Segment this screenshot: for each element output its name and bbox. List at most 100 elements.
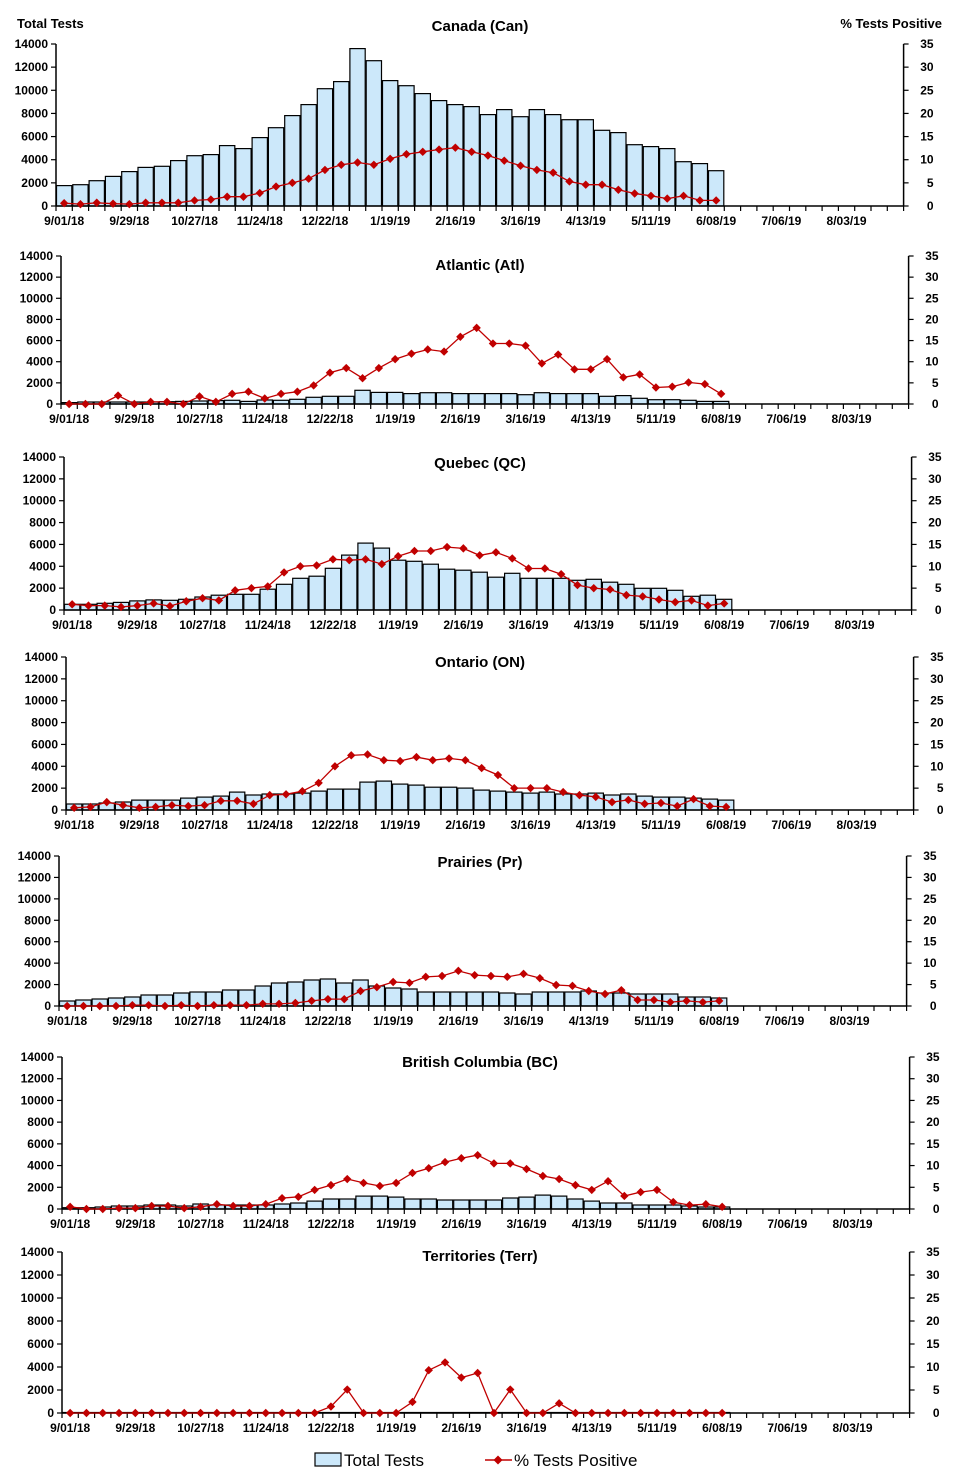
point-pct-positive bbox=[82, 1204, 91, 1214]
point-pct-positive bbox=[423, 345, 432, 354]
x-tick-label: 6/08/19 bbox=[701, 412, 741, 426]
x-tick-label: 5/11/19 bbox=[637, 1421, 677, 1435]
point-pct-positive bbox=[586, 365, 595, 374]
x-tick-label: 9/01/18 bbox=[54, 818, 94, 832]
bar-total-tests bbox=[349, 47, 366, 207]
bar-total-tests bbox=[290, 1202, 307, 1210]
y-tick-label: 8000 bbox=[24, 913, 51, 927]
x-tick-label: 9/29/18 bbox=[114, 412, 154, 426]
y-tick-label: 6000 bbox=[24, 935, 51, 949]
point-pct-positive bbox=[391, 1178, 401, 1188]
x-tick-label: 11/24/18 bbox=[245, 618, 291, 632]
bar-total-tests bbox=[536, 577, 554, 611]
point-pct-positive bbox=[603, 1408, 613, 1418]
point-pct-positive bbox=[92, 198, 101, 207]
x-tick-label: 9/01/18 bbox=[44, 214, 84, 228]
point-pct-positive bbox=[385, 154, 395, 163]
y2-tick-label: 0 bbox=[937, 803, 944, 817]
point-pct-positive bbox=[177, 1000, 186, 1010]
x-tick-label: 12/22/18 bbox=[308, 1217, 355, 1231]
point-pct-positive bbox=[493, 770, 503, 780]
point-pct-positive bbox=[454, 966, 463, 976]
point-pct-positive bbox=[698, 997, 708, 1007]
point-pct-positive bbox=[467, 147, 476, 157]
point-pct-positive bbox=[293, 387, 302, 396]
y-tick-label: 10000 bbox=[21, 1093, 55, 1107]
y2-tick-label: 10 bbox=[930, 759, 944, 773]
x-tick-label: 2/16/19 bbox=[445, 818, 485, 832]
point-pct-positive bbox=[261, 1200, 270, 1209]
point-pct-positive bbox=[135, 803, 144, 813]
point-pct-positive bbox=[457, 1373, 466, 1382]
y-tick-label: 0 bbox=[41, 199, 48, 213]
point-pct-positive bbox=[358, 374, 367, 383]
x-tick-label: 2/16/19 bbox=[443, 618, 483, 632]
point-pct-positive bbox=[212, 1200, 222, 1209]
point-pct-positive bbox=[144, 1000, 153, 1010]
point-pct-positive bbox=[114, 1203, 124, 1213]
y2-tick-label: 5 bbox=[932, 376, 939, 390]
point-pct-positive bbox=[76, 199, 85, 209]
x-tick-label: 3/16/19 bbox=[504, 1014, 544, 1028]
x-tick-label: 10/27/18 bbox=[181, 818, 228, 832]
point-pct-positive bbox=[130, 399, 139, 409]
bar-total-tests bbox=[583, 1200, 600, 1210]
point-pct-positive bbox=[320, 165, 330, 175]
y-tick-label: 12000 bbox=[21, 1268, 55, 1282]
bar-total-tests bbox=[259, 588, 277, 611]
x-tick-label: 12/22/18 bbox=[308, 1421, 355, 1435]
point-pct-positive bbox=[244, 387, 253, 396]
point-pct-positive bbox=[656, 798, 666, 808]
point-pct-positive bbox=[356, 986, 365, 996]
point-pct-positive bbox=[565, 177, 574, 186]
x-tick-label: 2/16/19 bbox=[440, 412, 480, 426]
bar-total-tests bbox=[417, 991, 435, 1007]
y-tick-label: 10000 bbox=[15, 83, 49, 97]
y-tick-label: 6000 bbox=[21, 130, 48, 144]
y-tick-label: 0 bbox=[49, 603, 56, 617]
bar-total-tests bbox=[447, 103, 464, 207]
x-tick-label: 10/27/18 bbox=[177, 1421, 224, 1435]
y2-tick-label: 15 bbox=[928, 537, 942, 551]
point-pct-positive bbox=[98, 1408, 107, 1418]
y2-tick-label: 5 bbox=[933, 1383, 940, 1397]
x-tick-label: 11/24/18 bbox=[243, 1217, 289, 1231]
point-pct-positive bbox=[701, 1408, 711, 1418]
point-pct-positive bbox=[719, 599, 729, 608]
point-pct-positive bbox=[95, 1001, 104, 1011]
bar-total-tests bbox=[310, 790, 327, 811]
x-tick-label: 7/06/19 bbox=[766, 412, 806, 426]
bar-total-tests bbox=[326, 788, 344, 811]
point-pct-positive bbox=[190, 196, 199, 205]
y2-tick-label: 35 bbox=[930, 650, 944, 664]
bar-total-tests bbox=[577, 119, 594, 207]
point-pct-positive bbox=[716, 389, 726, 399]
point-pct-positive bbox=[705, 801, 715, 811]
bar-total-tests bbox=[420, 1198, 438, 1210]
point-pct-positive bbox=[554, 1174, 564, 1184]
point-pct-positive bbox=[475, 551, 484, 560]
y2-tick-label: 15 bbox=[920, 130, 934, 144]
point-pct-positive bbox=[553, 350, 563, 359]
point-pct-positive bbox=[684, 378, 693, 387]
point-pct-positive bbox=[505, 339, 514, 348]
bar-total-tests bbox=[404, 1198, 421, 1210]
point-pct-positive bbox=[570, 365, 579, 374]
point-pct-positive bbox=[622, 590, 631, 600]
bar-total-tests bbox=[333, 80, 350, 207]
x-tick-label: 4/13/19 bbox=[566, 214, 606, 228]
bar-total-tests bbox=[408, 784, 425, 811]
point-pct-positive bbox=[242, 1000, 251, 1010]
point-pct-positive bbox=[151, 802, 160, 812]
x-tick-label: 6/08/19 bbox=[699, 1014, 739, 1028]
bar-total-tests bbox=[501, 393, 518, 405]
x-tick-label: 8/03/19 bbox=[830, 1014, 870, 1028]
point-pct-positive bbox=[279, 568, 289, 577]
y2-tick-label: 25 bbox=[928, 494, 942, 508]
y-tick-label: 6000 bbox=[27, 1137, 54, 1151]
point-pct-positive bbox=[619, 373, 628, 382]
point-pct-positive bbox=[532, 165, 542, 175]
y2-tick-label: 0 bbox=[930, 999, 937, 1013]
y-tick-label: 0 bbox=[47, 1406, 54, 1420]
x-tick-label: 9/01/18 bbox=[47, 1014, 87, 1028]
